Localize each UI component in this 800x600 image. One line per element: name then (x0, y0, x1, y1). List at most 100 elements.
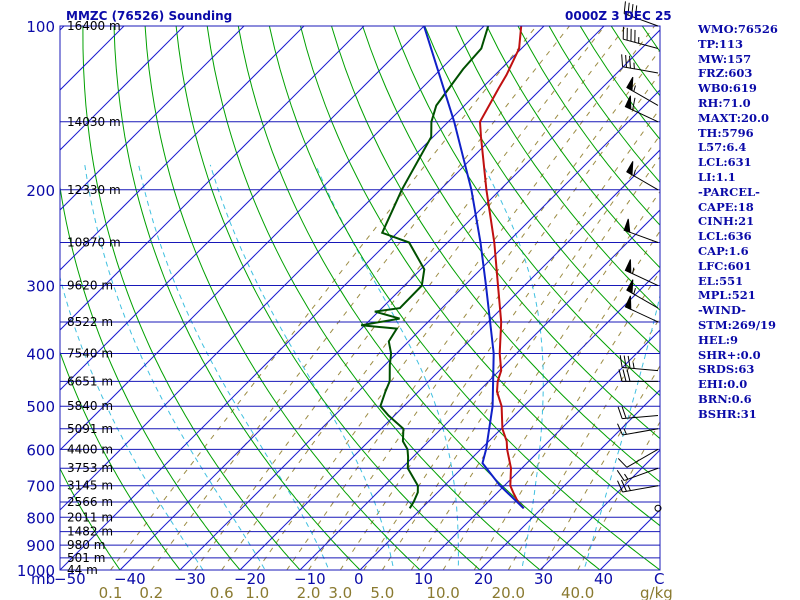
height-label: 980 m (67, 538, 105, 552)
mixing-ratio-label: 0.6 (210, 584, 234, 600)
index-item: EHI:0.0 (698, 377, 748, 392)
pressure-tick-label: 400 (26, 346, 55, 364)
mixing-ratio-label: 10.0 (426, 584, 459, 600)
dry-adiabat (299, 26, 660, 527)
mixing-ratio-label: 0.1 (99, 584, 123, 600)
temperature-tick-label: −30 (174, 570, 206, 588)
index-item: WMO:76526 (698, 22, 778, 36)
temperature-tick-label: 40 (594, 570, 613, 588)
height-label: 2566 m (67, 495, 113, 509)
pressure-tick-label: 100 (26, 18, 55, 36)
height-labels: 16400 m 14030 m 12330 m 10870 m 9620 m 8522 m… (67, 19, 121, 577)
isotherm (60, 26, 365, 331)
height-label: 16400 m (67, 19, 121, 33)
height-label: 6651 m (67, 374, 113, 388)
mixing-ratio-line (194, 26, 605, 570)
moist-adiabat (84, 164, 266, 570)
isotherm (299, 209, 660, 570)
wind-barb (619, 355, 659, 372)
temperature-line (478, 26, 525, 509)
index-item: LI:1.1 (698, 169, 736, 184)
moist-adiabat (583, 293, 660, 570)
isotherm (60, 26, 605, 570)
pressure-tick-label: 1000 (17, 562, 55, 580)
dry-adiabats (60, 26, 660, 570)
index-item: BSHR:31 (698, 406, 757, 421)
height-label: 1482 m (67, 525, 113, 539)
index-item: LCL:636 (698, 229, 752, 244)
index-item: MPL:521 (698, 288, 756, 303)
isotherm (119, 29, 660, 570)
isotherm (539, 449, 660, 570)
sounding-series (360, 26, 525, 510)
index-item: TP:113 (698, 36, 744, 51)
index-item: HEL:9 (698, 332, 738, 347)
pressure-unit-label: mb (31, 570, 55, 588)
temperature-unit-label: C (654, 570, 664, 588)
moist-adiabats (60, 164, 660, 570)
wind-barb (618, 369, 658, 382)
index-item: CAPE:18 (698, 199, 754, 214)
mixing-ratio-lines (110, 26, 660, 570)
index-item: LFC:601 (698, 258, 752, 273)
temperature-tick-label: −20 (234, 570, 266, 588)
mixing-ratio-line (363, 134, 660, 570)
index-item: EL:551 (698, 273, 744, 288)
index-item: BRN:0.6 (698, 391, 752, 406)
mixing-ratio-unit-label: g/kg (640, 584, 673, 600)
height-label: 5840 m (67, 399, 113, 413)
chart-title-left: MMZC (76526) Sounding (66, 9, 232, 23)
height-label: 44 m (67, 563, 98, 577)
wind-barb (624, 259, 659, 287)
height-label: 10870 m (67, 235, 121, 249)
index-item: RH:71.0 (698, 95, 751, 110)
wind-barb (617, 406, 659, 420)
parcel-line (423, 26, 525, 510)
index-item: STM:269/19 (698, 317, 777, 332)
mixing-ratio-line (110, 26, 537, 570)
temperature-tick-label: −10 (294, 570, 326, 588)
wind-barbs (616, 1, 662, 512)
pressure-tick-label: 300 (26, 278, 55, 296)
index-item: -PARCEL- (698, 184, 760, 199)
pressure-tick-label: 600 (26, 441, 55, 459)
mixing-ratio-label: 20.0 (492, 584, 525, 600)
mixing-ratio-label: 5.0 (370, 584, 394, 600)
isotherm (60, 26, 185, 151)
dry-adiabat (206, 26, 541, 570)
wind-barb (654, 504, 662, 512)
pressure-tick-label: 900 (26, 537, 55, 555)
wind-barb (623, 218, 659, 243)
wind-barb (624, 95, 659, 123)
wind-barb (617, 448, 659, 468)
isotherm (60, 26, 245, 211)
dewpoint-line (360, 26, 490, 509)
height-label: 14030 m (67, 115, 121, 129)
isotherm (359, 269, 660, 570)
dry-adiabat (60, 350, 181, 570)
wind-barb (624, 295, 659, 323)
isotherm (239, 149, 660, 570)
temperature-tick-label: −40 (114, 570, 146, 588)
dry-adiabat (113, 26, 361, 570)
moist-adiabat (315, 164, 459, 570)
sounding-indices-panel: WMO:76526 TP:113 MW:157 FRZ:603 WB0:619 RH:71… (698, 22, 798, 422)
mixing-ratio-label: 1.0 (245, 584, 269, 600)
wind-barb (622, 26, 659, 50)
height-label: 5091 m (67, 422, 113, 436)
index-item: FRZ:603 (698, 66, 753, 81)
index-item: LCL:631 (698, 155, 752, 170)
mixing-ratio-label: 2.0 (297, 584, 321, 600)
index-item: MW:157 (698, 51, 752, 66)
height-label: 9620 m (67, 279, 113, 293)
wind-barb (626, 279, 659, 309)
moist-adiabat (60, 275, 204, 570)
wind-barb (617, 423, 659, 436)
index-item: WB0:619 (698, 81, 757, 96)
index-item: CAP:1.6 (698, 243, 749, 258)
isotherms (60, 26, 660, 570)
isotherm (179, 89, 660, 570)
temperature-tick-label: 10 (414, 570, 433, 588)
temperature-tick-label: −50 (54, 570, 86, 588)
